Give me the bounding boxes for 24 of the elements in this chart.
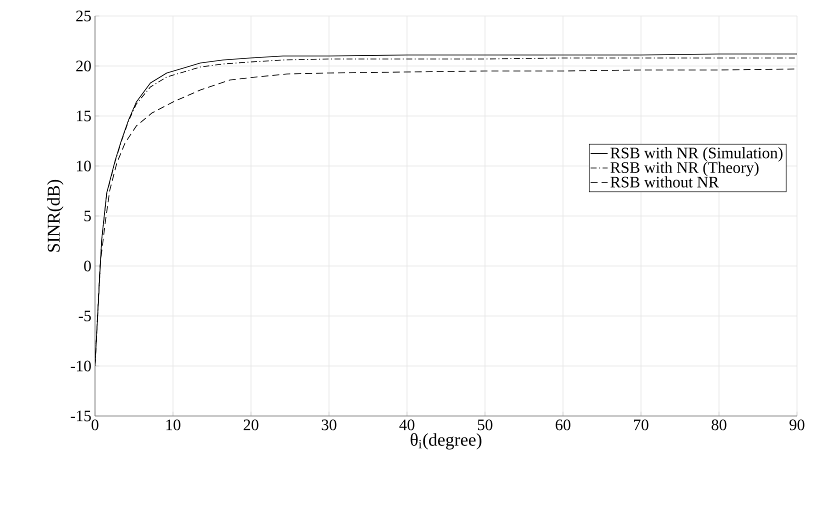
y-tick-label: 15 — [76, 110, 91, 122]
x-tick-label: 20 — [244, 420, 258, 430]
y-tick-label: 25 — [76, 10, 91, 22]
y-tick-label: -5 — [78, 310, 91, 322]
x-tick-label: 40 — [399, 420, 414, 430]
x-tick-label: 80 — [712, 420, 726, 430]
y-tick-label: -15 — [70, 410, 91, 422]
x-tick-label: 70 — [634, 420, 648, 430]
legend-label: RSB with NR (Simulation) — [610, 147, 782, 162]
legend-label: RSB without NR — [610, 176, 719, 188]
y-tick-label: -10 — [70, 360, 91, 372]
x-axis-title: θ$_{i}$(degree) — [410, 433, 482, 450]
y-tick-label: 10 — [76, 160, 91, 172]
x-tick-label: 10 — [166, 420, 180, 430]
y-axis-title: SINR(dB) — [47, 180, 64, 252]
y-tick-label: 5 — [84, 210, 91, 222]
x-tick-label: 30 — [322, 420, 336, 430]
y-tick-label: 0 — [84, 260, 91, 272]
x-tick-label: 60 — [556, 420, 570, 430]
y-tick-label: 20 — [76, 60, 91, 72]
x-tick-label: 50 — [478, 420, 492, 430]
x-tick-label: 0 — [92, 420, 98, 430]
x-tick-label: 90 — [790, 420, 804, 430]
legend-label: RSB with NR (Theory) — [610, 162, 759, 176]
